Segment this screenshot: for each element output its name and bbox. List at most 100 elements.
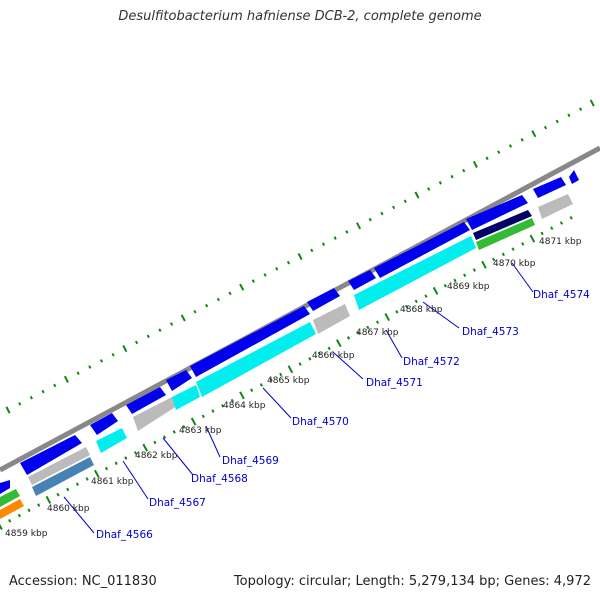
gene-label[interactable]: Dhaf_4573 <box>462 326 519 338</box>
tick-mark <box>578 107 583 111</box>
tick-mark <box>94 469 100 478</box>
tick-mark <box>317 351 322 356</box>
gene-label[interactable]: Dhaf_4570 <box>292 416 349 428</box>
gene-feature[interactable] <box>0 489 20 507</box>
tick-mark <box>146 334 150 339</box>
tick-mark <box>18 402 22 406</box>
gene-feature[interactable] <box>0 499 24 519</box>
gene-feature[interactable] <box>569 170 579 184</box>
kbp-label: 4860 kbp <box>47 504 90 514</box>
tick-mark <box>310 248 314 253</box>
tick-mark <box>76 371 80 375</box>
gene-feature[interactable] <box>0 480 10 494</box>
gene-feature[interactable] <box>348 270 376 290</box>
tick-mark <box>122 345 128 353</box>
tick-mark <box>529 234 536 243</box>
tick-mark <box>172 430 176 434</box>
tick-mark <box>180 314 186 322</box>
tick-mark <box>124 456 128 460</box>
tick-mark <box>521 242 525 246</box>
tick-mark <box>333 236 337 240</box>
tick-mark <box>263 273 267 277</box>
kbp-label: 4870 kbp <box>493 259 536 269</box>
gene-feature[interactable] <box>90 413 118 435</box>
tick-mark <box>403 199 407 204</box>
tick-mark <box>29 395 33 400</box>
tick-mark <box>170 322 174 326</box>
kbp-label: 4868 kbp <box>400 305 443 315</box>
tick-mark <box>501 252 505 257</box>
tick-mark <box>239 391 245 400</box>
gene-feature[interactable] <box>190 306 310 377</box>
tick-mark <box>297 252 303 261</box>
tick-mark <box>589 99 595 107</box>
tick-mark <box>211 409 215 413</box>
gene-feature[interactable] <box>126 387 166 414</box>
gene-feature[interactable] <box>533 177 566 198</box>
kbp-labels: 4859 kbp 4860 kbp 4861 kbp 4862 kbp 4863… <box>5 237 582 539</box>
gene-feature[interactable] <box>196 322 316 397</box>
gene-feature[interactable] <box>307 288 340 311</box>
gene-feature[interactable] <box>374 222 470 278</box>
tick-mark <box>0 523 3 530</box>
kbp-label: 4863 kbp <box>179 426 222 436</box>
tick-mark <box>356 330 360 335</box>
tick-mark <box>45 495 52 504</box>
gene-label[interactable]: Dhaf_4567 <box>149 497 206 509</box>
gene-label[interactable]: Dhaf_4566 <box>96 529 153 541</box>
tick-mark <box>368 217 372 222</box>
gene-feature[interactable] <box>166 370 192 391</box>
gene-feature[interactable] <box>96 428 127 453</box>
tick-mark <box>450 174 454 179</box>
tick-mark <box>201 414 205 419</box>
tick-mark <box>41 389 45 394</box>
gene-feature[interactable] <box>32 457 94 496</box>
gene-feature[interactable] <box>538 194 573 219</box>
tick-mark <box>356 222 362 230</box>
tick-mark <box>336 339 342 348</box>
gene-feature[interactable] <box>28 447 90 485</box>
gene-feature[interactable] <box>20 435 82 475</box>
gene-feature[interactable] <box>476 218 535 250</box>
tick-mark <box>221 404 225 408</box>
gene-label[interactable]: Dhaf_4574 <box>533 289 590 301</box>
tick-mark <box>250 388 254 392</box>
tick-mark <box>463 273 467 278</box>
tick-mark <box>85 477 89 481</box>
gene-feature[interactable] <box>172 385 200 410</box>
gene-label[interactable]: Dhaf_4571 <box>366 377 423 389</box>
gene-feature[interactable] <box>466 195 528 230</box>
gene-feature[interactable] <box>313 304 350 334</box>
tick-mark <box>485 156 489 161</box>
tick-mark <box>443 283 447 288</box>
tick-mark <box>555 119 559 124</box>
tick-mark <box>395 310 399 314</box>
tick-mark <box>492 257 496 262</box>
tick-mark <box>345 230 349 234</box>
reverse-strand-features <box>0 194 573 519</box>
gene-feature[interactable] <box>133 397 177 431</box>
kbp-label: 4867 kbp <box>356 328 399 338</box>
tick-mark <box>182 424 186 429</box>
tick-mark <box>142 443 148 452</box>
tick-mark <box>216 297 220 302</box>
tick-mark <box>550 226 554 231</box>
tick-mark <box>63 375 69 383</box>
gene-feature[interactable] <box>473 210 532 240</box>
tick-mark <box>56 492 60 497</box>
tick-mark <box>559 221 564 225</box>
gene-feature[interactable] <box>354 236 476 310</box>
gene-label[interactable]: Dhaf_4572 <box>403 356 460 368</box>
tick-mark <box>308 357 312 361</box>
tick-mark <box>153 440 157 445</box>
tick-mark <box>481 260 487 269</box>
gene-label[interactable]: Dhaf_4568 <box>191 473 248 485</box>
kbp-label: 4861 kbp <box>91 477 134 487</box>
gene-label[interactable]: Dhaf_4569 <box>222 455 279 467</box>
tick-mark <box>472 160 478 168</box>
tick-mark <box>424 294 428 298</box>
map-title: Desulfitobacterium hafniense DCB-2, comp… <box>118 9 482 24</box>
tick-mark <box>114 461 118 466</box>
kbp-label: 4862 kbp <box>135 451 178 461</box>
tick-mark <box>497 150 501 154</box>
